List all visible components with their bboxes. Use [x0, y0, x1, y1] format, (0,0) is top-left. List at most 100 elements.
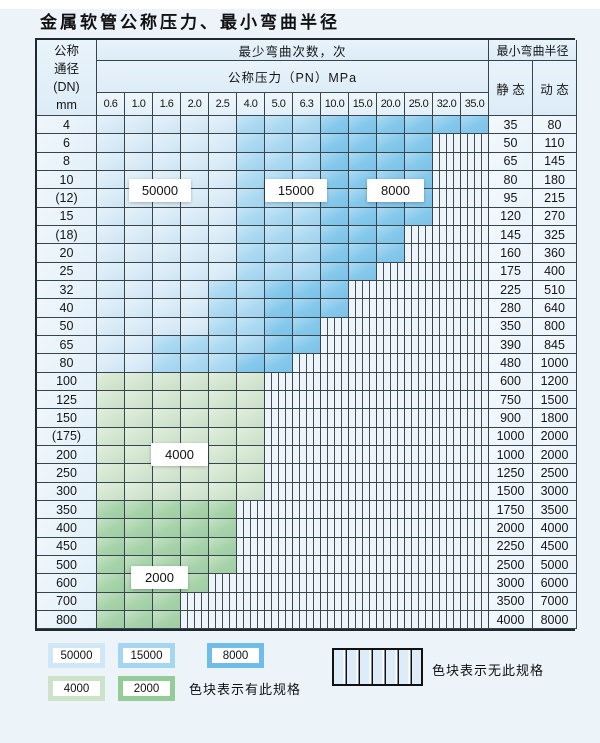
spec-cell-50000 — [153, 116, 181, 135]
dn-cell: 80 — [37, 354, 97, 373]
no-spec-cell — [237, 610, 265, 630]
spec-cell-50000 — [153, 152, 181, 171]
no-spec-cell — [461, 189, 489, 208]
no-spec-cell — [377, 482, 405, 501]
no-spec-cell — [461, 574, 489, 593]
no-spec-cell — [433, 280, 461, 300]
dynamic-radius-cell: 5000 — [533, 555, 577, 575]
spec-cell-4000 — [97, 409, 125, 428]
spec-cell-15000 — [265, 225, 293, 245]
pressure-column-header: 25.0 — [405, 93, 433, 116]
spec-cell-50000 — [209, 262, 237, 281]
no-spec-cell — [461, 262, 489, 281]
no-spec-cell — [405, 390, 433, 410]
static-radius-cell: 225 — [489, 280, 533, 300]
static-radius-cell: 65 — [489, 152, 533, 171]
spec-cell-8000 — [321, 189, 349, 208]
no-spec-cell — [293, 519, 321, 538]
spec-cell-4000 — [209, 482, 237, 501]
spec-cell-15000 — [209, 317, 237, 336]
spec-cell-50000 — [125, 354, 153, 373]
static-radius-cell: 50 — [489, 134, 533, 153]
no-spec-cell — [461, 280, 489, 300]
spec-cell-50000 — [125, 317, 153, 336]
no-spec-cell — [433, 317, 461, 336]
pressure-column-header: 2.5 — [209, 93, 237, 116]
static-radius-cell: 280 — [489, 299, 533, 318]
pressure-column-header: 5.0 — [265, 93, 293, 116]
legend-no-spec-sample — [332, 648, 423, 686]
legend-no-spec-text: 色块表示无此规格 — [432, 663, 545, 678]
dynamic-radius-cell: 1000 — [533, 354, 577, 373]
dynamic-radius-cell: 3000 — [533, 482, 577, 501]
no-spec-cell — [377, 464, 405, 483]
no-spec-cell — [461, 335, 489, 355]
no-spec-cell — [265, 409, 293, 428]
spec-cell-50000 — [125, 116, 153, 135]
spec-cell-8000 — [377, 116, 405, 135]
no-spec-cell — [265, 390, 293, 410]
spec-cell-50000 — [97, 299, 125, 318]
spec-cell-2000 — [97, 592, 125, 611]
spec-cell-50000 — [181, 317, 209, 336]
no-spec-cell — [265, 482, 293, 501]
no-spec-cell — [405, 610, 433, 630]
pressure-column-header: 6.3 — [293, 93, 321, 116]
spec-cell-8000 — [293, 299, 321, 318]
no-spec-cell — [461, 225, 489, 245]
dn-cell: 50 — [37, 317, 97, 336]
no-spec-cell — [461, 207, 489, 226]
dn-header-line: 公称 — [53, 43, 79, 58]
spec-cell-8000 — [349, 244, 377, 263]
dynamic-radius-cell: 80 — [533, 116, 577, 135]
zone-label-15000: 15000 — [265, 179, 327, 202]
pressure-column-header: 2.0 — [181, 93, 209, 116]
spec-cell-4000 — [125, 372, 153, 391]
no-spec-cell — [461, 152, 489, 171]
no-spec-cell — [461, 372, 489, 391]
spec-cell-15000 — [265, 207, 293, 226]
no-spec-cell — [377, 390, 405, 410]
spec-cell-4000 — [209, 445, 237, 465]
no-spec-cell — [293, 555, 321, 575]
dynamic-radius-cell: 400 — [533, 262, 577, 281]
spec-cell-8000 — [349, 152, 377, 171]
spec-cell-50000 — [209, 244, 237, 263]
spec-cell-2000 — [209, 519, 237, 538]
static-radius-cell: 390 — [489, 335, 533, 355]
dn-cell: 125 — [37, 390, 97, 410]
no-spec-cell — [349, 555, 377, 575]
spec-cell-50000 — [181, 244, 209, 263]
spec-cell-8000 — [321, 152, 349, 171]
spec-cell-50000 — [181, 225, 209, 245]
spec-cell-15000 — [209, 299, 237, 318]
no-spec-cell — [433, 152, 461, 171]
spec-cell-4000 — [153, 372, 181, 391]
spec-cell-4000 — [209, 372, 237, 391]
spec-cell-50000 — [125, 225, 153, 245]
spec-cell-4000 — [209, 409, 237, 428]
spec-cell-15000 — [237, 170, 265, 190]
no-spec-cell — [349, 280, 377, 300]
no-spec-cell — [321, 464, 349, 483]
no-spec-cell — [433, 134, 461, 153]
static-radius-cell: 480 — [489, 354, 533, 373]
dn-cell: 25 — [37, 262, 97, 281]
no-spec-cell — [377, 317, 405, 336]
dn-cell: 500 — [37, 555, 97, 575]
dn-cell: 8 — [37, 152, 97, 171]
no-spec-cell — [293, 574, 321, 593]
spec-cell-8000 — [321, 280, 349, 300]
dynamic-radius-cell: 8000 — [533, 610, 577, 630]
zone-label-2000: 2000 — [131, 566, 188, 589]
static-radius-cell: 1000 — [489, 427, 533, 446]
spec-cell-50000 — [209, 116, 237, 135]
spec-cell-2000 — [97, 555, 125, 575]
spec-cell-50000 — [153, 207, 181, 226]
spec-cell-4000 — [181, 372, 209, 391]
spec-cell-15000 — [265, 134, 293, 153]
dn-cell: (12) — [37, 189, 97, 208]
static-radius-cell: 350 — [489, 317, 533, 336]
spec-cell-15000 — [153, 354, 181, 373]
spec-cell-8000 — [293, 280, 321, 300]
